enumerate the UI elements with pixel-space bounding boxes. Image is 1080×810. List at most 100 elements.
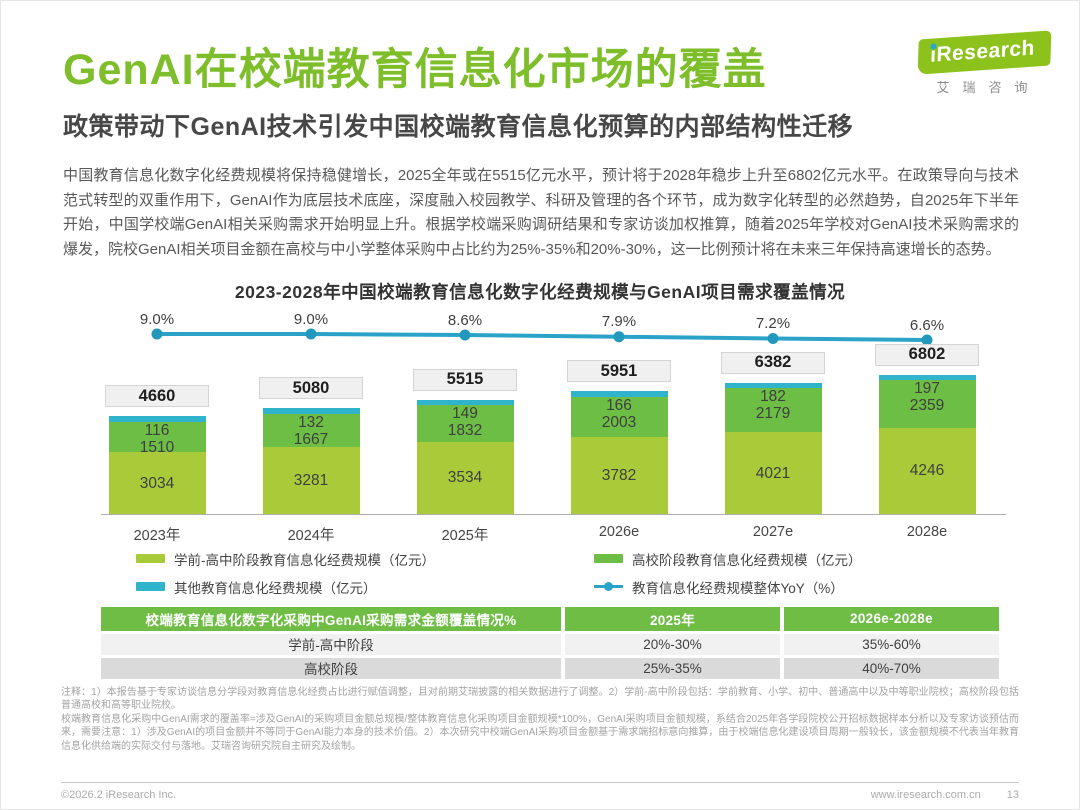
footer-copyright: ©2026.2 iResearch Inc. xyxy=(61,789,177,801)
bar-segment-higher-ed: 166 2003 xyxy=(570,396,668,438)
bar-value-prek12: 4246 xyxy=(909,462,945,480)
x-tick-label: 2024年 xyxy=(287,527,335,544)
bar-total-label: 4660 xyxy=(105,385,209,408)
iresearch-logo-mark: iResearch xyxy=(917,30,1052,75)
footnote-block-1: 注释：1）本报告基于专家访谈信息分学段对教育信息化经费占比进行赋值调整，且对前期… xyxy=(61,686,1019,712)
table-cell: 40%-70% xyxy=(784,657,999,679)
yoy-value-label: 9.0% xyxy=(139,310,175,328)
bar-segment-prek12: 4246 xyxy=(878,427,976,514)
legend-swatch-higher-ed xyxy=(594,554,623,564)
bar-segment-higher-ed: 197 2359 xyxy=(878,380,976,428)
bar-total-label: 5080 xyxy=(259,377,363,400)
legend-label-yoy: 教育信息化经费规模整体YoY（%） xyxy=(632,580,844,596)
table-cell: 25%-35% xyxy=(565,657,780,679)
bar-value-prek12: 3281 xyxy=(293,472,329,490)
chart-title: 2023-2028年中国校端教育信息化数字化经费规模与GenAI项目需求覆盖情况 xyxy=(234,281,846,302)
x-tick-label: 2023年 xyxy=(133,527,181,544)
bar-segment-other xyxy=(570,391,668,397)
logo-brand-text: Research xyxy=(936,36,1036,67)
page-title: GenAI在校端教育信息化市场的覆盖 xyxy=(63,46,767,94)
bar-value-higher-ed: 1832 xyxy=(447,422,483,440)
legend-line-dot-icon xyxy=(594,582,623,592)
footer-website: www.iresearch.com.cn xyxy=(870,789,981,801)
coverage-table: 校端教育信息化数字化采购中GenAI采购需求金额覆盖情况% 2025年 2026e-… xyxy=(101,606,1003,679)
bar-segment-prek12: 3534 xyxy=(416,442,514,514)
bar-value-other: 149 xyxy=(452,405,478,423)
legend-item-yoy: 教育信息化经费规模整体YoY（%） xyxy=(594,577,1079,597)
bar-segment-prek12: 3782 xyxy=(570,437,668,514)
legend-swatch-prek12 xyxy=(136,554,165,564)
logo-chinese-name: 艾瑞咨询 xyxy=(936,80,1041,95)
table-header-cell: 2026e-2028e xyxy=(784,606,999,631)
bar-group-2023年: 4660 116 1510 3034 xyxy=(105,310,209,514)
yoy-value-label: 9.0% xyxy=(293,310,329,328)
bar-group-2027e: 6382 182 2179 4021 xyxy=(721,310,825,514)
x-tick-label: 2025年 xyxy=(441,527,489,544)
bar-value-prek12: 4021 xyxy=(755,464,791,482)
bar-value-higher-ed: 2003 xyxy=(601,413,637,431)
bar-segment-prek12: 4021 xyxy=(724,432,822,514)
bar-value-other: 116 xyxy=(144,421,170,439)
bar-group-2025年: 5515 149 1832 3534 xyxy=(413,310,517,514)
page-subtitle: 政策带动下GenAI技术引发中国校端教育信息化预算的内部结构性迁移 xyxy=(63,113,854,142)
bar-segment-higher-ed: 132 1667 xyxy=(262,413,360,448)
bar-value-higher-ed: 2359 xyxy=(909,397,945,415)
bar-value-prek12: 3534 xyxy=(447,469,483,487)
bar-group-2024年: 5080 132 1667 3281 xyxy=(259,310,363,514)
bar-value-higher-ed: 1667 xyxy=(293,430,329,448)
x-tick-label: 2026e xyxy=(598,523,640,540)
x-tick-label: 2027e xyxy=(752,523,794,540)
bar-total-label: 5951 xyxy=(567,360,671,383)
legend-swatch-other xyxy=(136,582,165,592)
bar-segment-other xyxy=(724,382,822,389)
footnotes: 注释：1）本报告基于专家访谈信息分学段对教育信息化经费占比进行赋值调整，且对前期… xyxy=(61,686,1019,754)
bar-total-label: 5515 xyxy=(413,368,517,391)
yoy-value-label: 7.2% xyxy=(755,315,791,333)
bar-group-2026e: 5951 166 2003 3782 xyxy=(567,310,671,514)
yoy-value-label: 8.6% xyxy=(447,311,483,329)
bar-segment-higher-ed: 116 1510 xyxy=(108,421,206,456)
iresearch-logo: iResearch 艾瑞咨询 xyxy=(917,30,1052,96)
footer-page-number: 13 xyxy=(1006,789,1019,801)
legend-item-prek12: 学前-高中阶段教育信息化经费规模（亿元） xyxy=(136,549,594,569)
bar-segment-prek12: 3034 xyxy=(108,452,206,514)
footnote-block-2: 校端教育信息化采购中GenAI需求的覆盖率=涉及GenAI的采购项目金额总规模/… xyxy=(61,713,1019,752)
bar-segment-higher-ed: 182 2179 xyxy=(724,388,822,433)
legend-item-higher-ed: 高校阶段教育信息化经费规模（亿元） xyxy=(594,549,1079,569)
yoy-value-label: 6.6% xyxy=(909,316,945,334)
legend-item-other: 其他教育信息化经费规模（亿元） xyxy=(136,577,594,597)
bar-value-higher-ed: 2179 xyxy=(755,405,791,423)
bar-segment-prek12: 3281 xyxy=(262,447,360,514)
header: GenAI在校端教育信息化市场的覆盖 政策带动下GenAI技术引发中国校端教育信… xyxy=(63,46,1017,143)
bar-chart-plot: 4660 116 1510 3034 9.0% 5080 132 1667 3281 9.0% 55… xyxy=(101,310,1006,515)
bar-value-higher-ed: 1510 xyxy=(139,438,175,456)
yoy-line-chart xyxy=(151,328,933,346)
bar-segment-other xyxy=(416,399,514,406)
table-cell: 35%-60% xyxy=(784,633,999,655)
table-cell: 20%-30% xyxy=(565,633,780,655)
bar-total-label: 6802 xyxy=(875,343,979,366)
table-cell: 高校阶段 xyxy=(101,657,561,679)
legend-label-prek12: 学前-高中阶段教育信息化经费规模（亿元） xyxy=(174,552,435,568)
table-header-cell: 校端教育信息化数字化采购中GenAI采购需求金额覆盖情况% xyxy=(101,606,561,631)
bar-value-other: 197 xyxy=(914,380,940,398)
chart-legend: 学前-高中阶段教育信息化经费规模（亿元） 高校阶段教育信息化经费规模（亿元） 其… xyxy=(136,549,1079,597)
table-cell: 学前-高中阶段 xyxy=(101,633,561,655)
yoy-value-label: 7.9% xyxy=(601,313,637,331)
legend-label-other: 其他教育信息化经费规模（亿元） xyxy=(174,580,377,596)
bar-value-prek12: 3034 xyxy=(139,474,175,492)
x-axis: 2023年 2024年 2025年 2026e 2027e 2028e xyxy=(101,515,1006,544)
legend-label-higher-ed: 高校阶段教育信息化经费规模（亿元） xyxy=(632,552,862,568)
bar-total-label: 6382 xyxy=(721,351,825,374)
body-paragraph: 中国教育信息化数字化经费规模将保持稳健增长，2025全年或在5515亿元水平，预… xyxy=(63,167,1019,259)
bar-value-other: 166 xyxy=(606,396,632,414)
bar-segment-other xyxy=(108,416,206,422)
bar-group-2028e: 6802 197 2359 4246 xyxy=(875,310,979,514)
bar-value-prek12: 3782 xyxy=(601,466,637,484)
bar-segment-other xyxy=(878,374,976,381)
bar-segment-other xyxy=(262,408,360,414)
x-tick-label: 2028e xyxy=(906,523,948,540)
footer: ©2026.2 iResearch Inc. www.iresearch.com… xyxy=(61,782,1019,801)
bar-segment-higher-ed: 149 1832 xyxy=(416,405,514,443)
